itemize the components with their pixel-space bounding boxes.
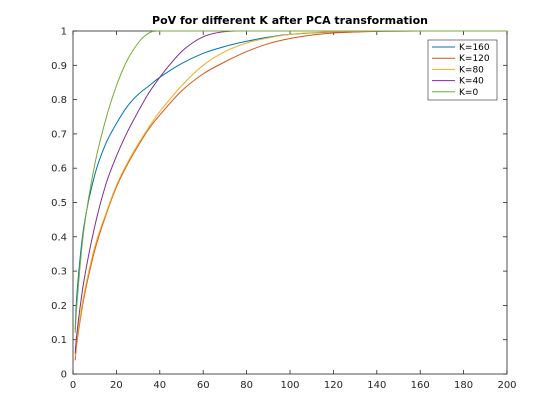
x-tick-label: 20: [110, 380, 123, 391]
y-tick-label: 0.4: [51, 232, 67, 243]
x-tick-label: 0: [70, 380, 76, 391]
x-tick-label: 40: [153, 380, 166, 391]
y-tick-label: 0.7: [51, 129, 67, 140]
y-tick-label: 0.3: [51, 267, 67, 278]
y-tick-label: 0.9: [51, 61, 67, 72]
y-tick-label: 0.6: [51, 164, 67, 175]
legend-label: K=0: [459, 88, 478, 98]
x-tick-label: 120: [324, 380, 343, 391]
x-tick-label: 200: [497, 380, 516, 391]
x-tick-label: 60: [197, 380, 210, 391]
x-tick-label: 100: [280, 380, 299, 391]
legend-label: K=80: [459, 65, 484, 75]
legend-label: K=120: [459, 54, 490, 64]
y-tick-label: 0.8: [51, 95, 67, 106]
y-tick-label: 0.2: [51, 301, 67, 312]
legend-label: K=40: [459, 77, 484, 87]
chart-title: PoV for different K after PCA transforma…: [152, 14, 428, 27]
x-tick-label: 80: [240, 380, 253, 391]
legend-label: K=160: [459, 43, 490, 53]
x-tick-label: 140: [367, 380, 386, 391]
y-tick-label: 0.1: [51, 335, 67, 346]
x-tick-label: 180: [454, 380, 473, 391]
y-tick-label: 0.5: [51, 198, 67, 209]
y-tick-label: 0: [61, 370, 67, 381]
x-tick-label: 160: [411, 380, 430, 391]
y-tick-label: 1: [61, 27, 67, 38]
